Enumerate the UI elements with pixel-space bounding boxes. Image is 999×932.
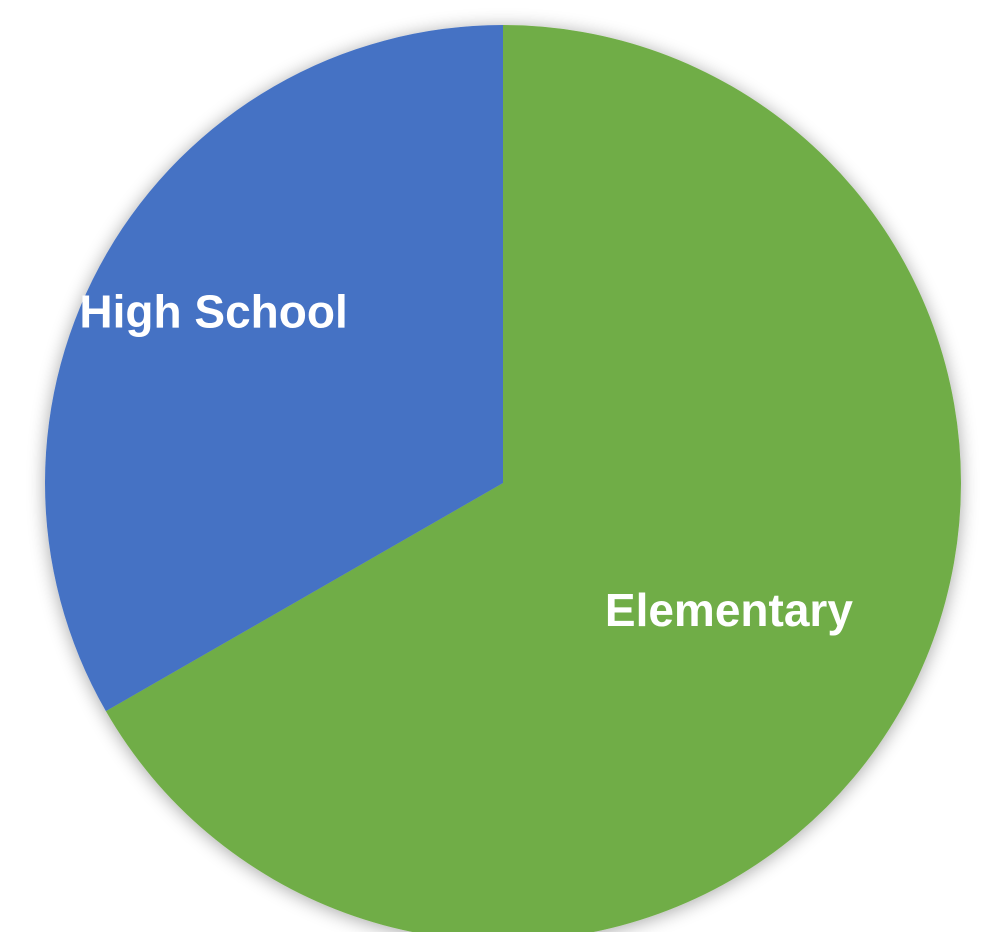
pie-labels: Elementary High School: [79, 286, 853, 636]
slice-label-elementary: Elementary: [605, 584, 853, 636]
pie-slice-high-school: [44, 25, 503, 712]
slice-label-high-school: High School: [79, 286, 347, 338]
pie-slices: [44, 25, 961, 932]
pie-slice-elementary: [105, 25, 961, 932]
